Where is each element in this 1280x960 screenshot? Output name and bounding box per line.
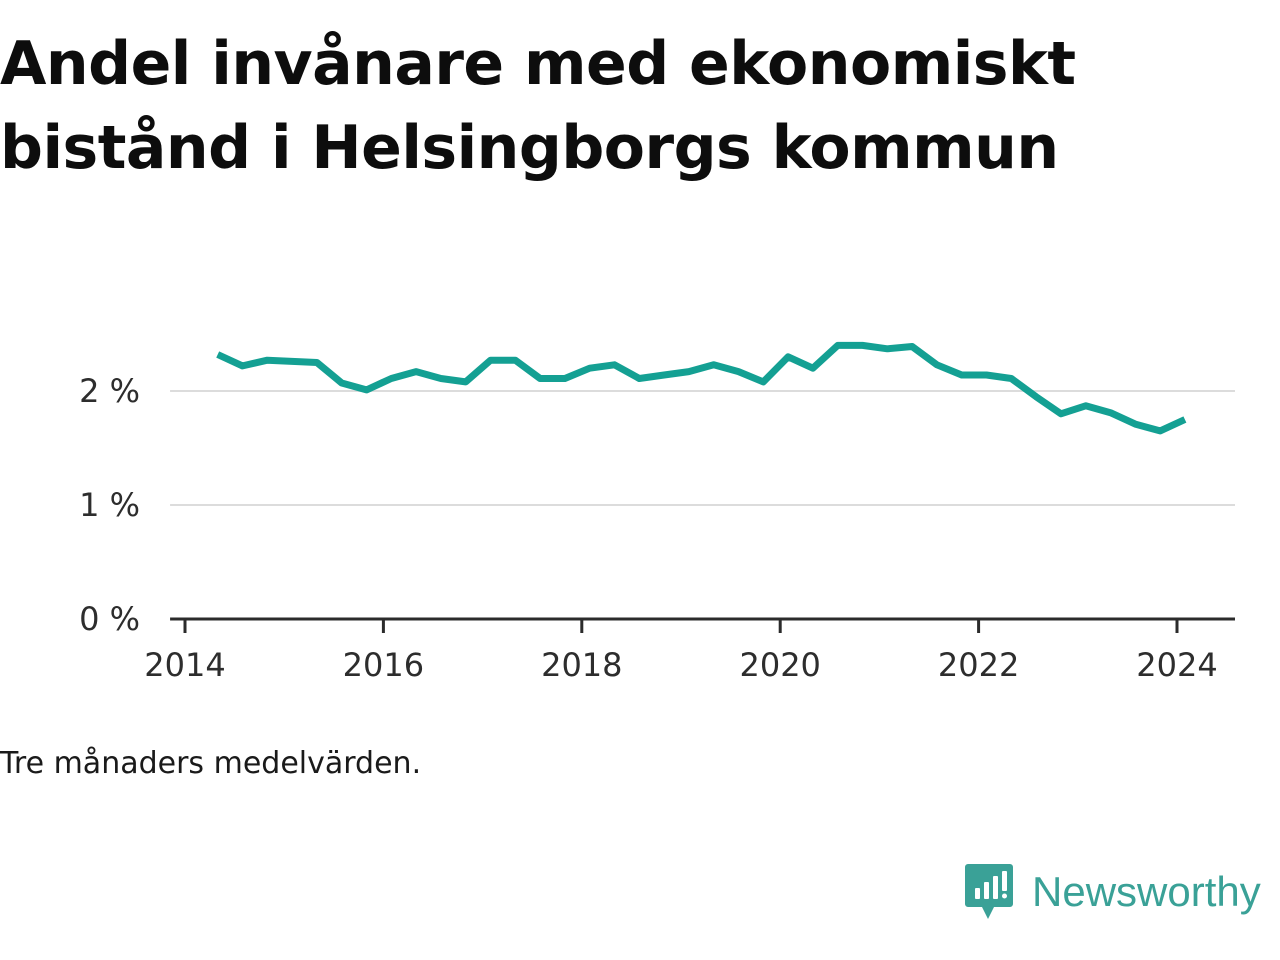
series-line-0: [216, 341, 1187, 435]
x-axis-labels: 2014 2016 2018 2020 2022 2024: [144, 646, 1217, 684]
brand-name: Newsworthy: [1032, 868, 1261, 915]
bar-chart-speech-bubble-icon: [965, 864, 1013, 919]
series-layer: [216, 341, 1187, 435]
x-axis: [170, 617, 1235, 633]
y-tick-label: 0 %: [79, 600, 140, 638]
chart-note: Tre månaders medelvärden.: [0, 746, 422, 781]
x-tick-label: 2020: [739, 646, 820, 684]
x-tick-label: 2014: [144, 646, 225, 684]
x-tick-label: 2018: [541, 646, 622, 684]
newsworthy-logo: Newsworthy: [964, 862, 1261, 922]
gridlines: [170, 390, 1235, 506]
chart-title: Andel invånare med ekonomiskt bistånd i …: [0, 29, 1076, 183]
y-tick-label: 1 %: [79, 486, 140, 524]
x-tick-label: 2022: [938, 646, 1019, 684]
y-axis-labels: 0 % 1 % 2 %: [79, 372, 140, 638]
x-tick-label: 2024: [1136, 646, 1217, 684]
x-tick-label: 2016: [343, 646, 424, 684]
y-tick-label: 2 %: [79, 372, 140, 410]
